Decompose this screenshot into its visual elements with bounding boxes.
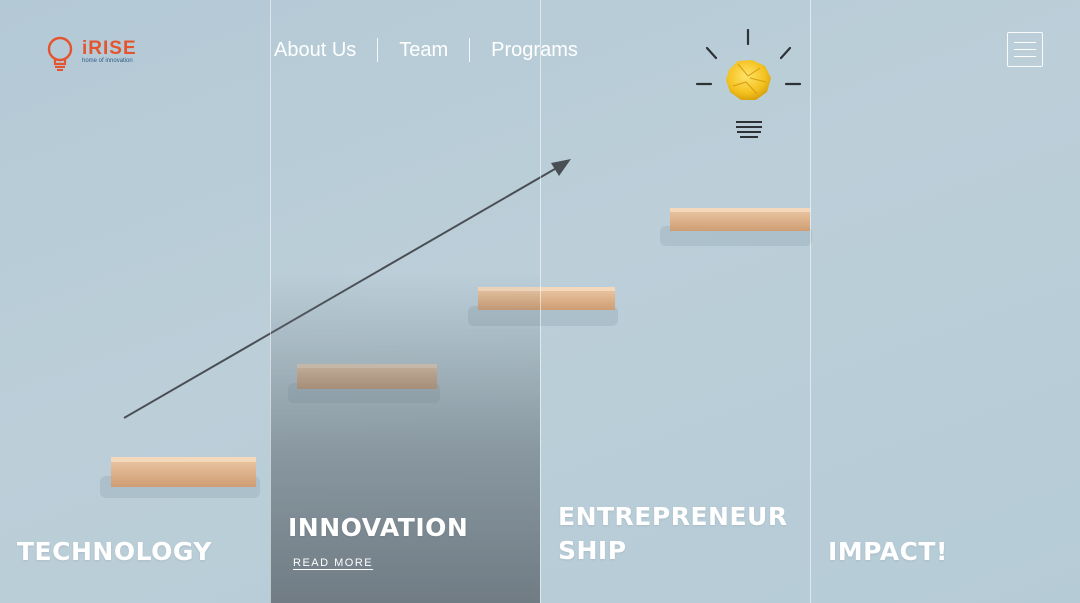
crumpled-paper-lightbulb-icon [695,28,802,138]
nav-link-programs[interactable]: Programs [491,38,578,61]
panel-title: INNOVATION [288,513,469,542]
panel-title: TECHNOLOGY [17,537,212,566]
menu-line [1014,49,1036,50]
brand-logo[interactable]: iRISE home of innovation [44,35,154,75]
hamburger-menu-icon[interactable] [1007,32,1043,67]
menu-line [1014,42,1036,43]
panel-title: IMPACT! [828,537,948,566]
lightbulb-icon [47,36,73,71]
nav-link-about-us[interactable]: About Us [274,38,357,61]
brand-name: iRISE [82,38,137,59]
wooden-block [111,457,256,487]
panel-entrepreneurship[interactable]: ENTREPRENEURSHIP [540,0,810,603]
read-more-link[interactable]: READ MORE [293,557,374,569]
nav-divider [469,38,471,62]
top-navigation: About Us Team Programs [274,37,578,63]
panel-innovation[interactable]: INNOVATION READ MORE [270,0,540,603]
panel-title: ENTREPRENEURSHIP [558,502,788,565]
wooden-block [670,208,810,231]
menu-line [1014,56,1036,57]
nav-divider [377,38,379,62]
panel-impact[interactable]: IMPACT! [810,0,1080,603]
brand-tagline: home of innovation [82,58,133,64]
panel-technology[interactable]: TECHNOLOGY [0,0,270,603]
nav-link-team[interactable]: Team [399,38,449,61]
